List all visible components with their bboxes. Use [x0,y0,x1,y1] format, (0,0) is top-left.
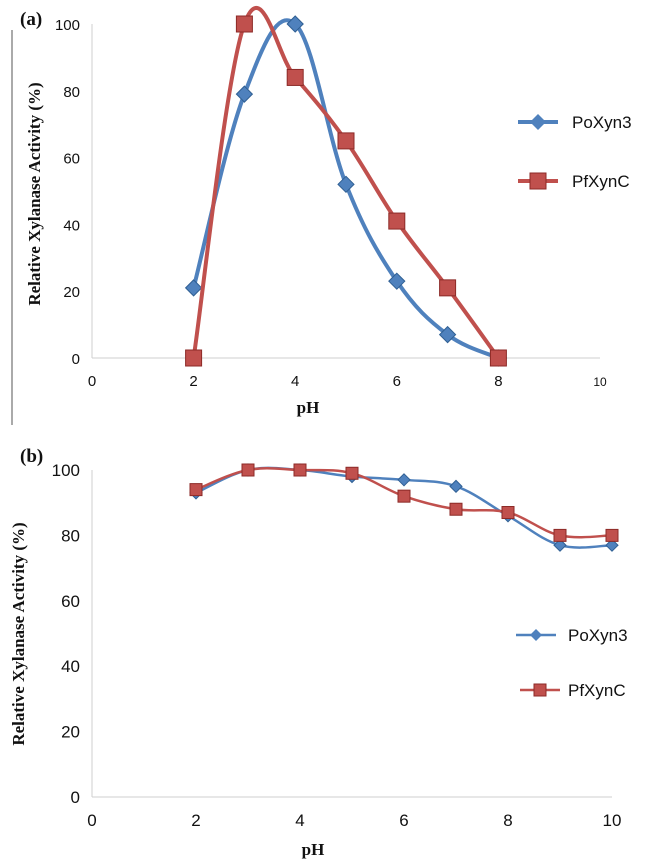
panel-a-series-line-1 [191,18,500,360]
panel-b-data-point [553,528,567,542]
panel-a-x-tick-label: 8 [494,373,502,390]
panel-a-data-point [185,349,203,367]
panel-b-data-point [241,463,255,477]
panel-b-x-tick-label: 10 [603,811,622,830]
panel-b-data-point [605,538,619,552]
panel-a-data-point [286,15,304,33]
panel-a-x-tick-label: 0 [88,373,96,390]
panel-b-data-point [501,506,515,520]
panel-b-x-tick-label: 2 [191,811,200,830]
panel-a-x-tick-label: 4 [291,373,299,390]
panel-b-x-axis-label: pH [302,840,325,859]
panel-a-data-point [235,15,253,33]
panel-b-legend-marker [530,629,542,641]
panel-a-y-tick-label: 100 [55,17,80,34]
panel-b-y-tick-label: 100 [52,461,80,480]
panel-b-label: (b) [20,446,43,467]
panel-a-y-tick-label: 80 [63,84,80,101]
panel-b-y-axis-label: Relative Xylanase Activity (%) [9,522,28,745]
panel-a-data-point [235,85,254,103]
panel-a-y-ticks: 0 20 40 60 80 100 [55,17,80,368]
panel-a-x-tick-label: 6 [393,373,401,390]
panel-b-data-point [605,528,619,542]
panel-b-x-tick-label: 0 [87,811,96,830]
panel-a-data-point [438,325,457,344]
panel-b-y-tick-label: 20 [61,723,80,742]
panel-b-x-tick-label: 8 [503,811,512,830]
panel-a-y-tick-label: 60 [63,151,80,168]
panel-b: (b) Relative Xylanase Activity (%) pH 0 2… [9,446,628,859]
panel-b-legend-label: PfXynC [568,681,626,700]
panel-b-legend: PoXyn3 PfXynC [516,626,628,700]
panel-a-data-point [337,175,355,194]
panel-a-y-tick-label: 20 [63,284,80,301]
panel-b-data-point [449,479,463,494]
panel-b-data-point [345,466,359,480]
panel-a-x-axis-label: pH [297,398,320,417]
panel-a-y-tick-label: 40 [63,217,80,234]
panel-b-data-point [293,463,307,477]
panel-b-x-tick-label: 6 [399,811,408,830]
panel-b-y-tick-label: 80 [61,526,80,545]
panel-b-data-point [553,538,567,552]
panel-a-data-point [388,212,406,230]
panel-a-data-point [184,279,203,297]
panel-a-x-ticks: 0 2 4 6 8 10 [88,373,607,390]
panel-a-y-axis-label: Relative Xylanase Activity (%) [25,82,44,305]
panel-a-x-tick-label: 2 [189,373,197,390]
panel-a-series [184,5,508,367]
panel-b-y-tick-label: 60 [61,592,80,611]
panel-a-data-point [337,132,355,150]
panel-a-legend-marker [530,114,546,130]
panel-b-legend-label: PoXyn3 [568,626,628,645]
panel-a-data-point [489,349,507,367]
panel-a-legend-label: PfXynC [572,172,630,191]
panel-b-data-point [449,502,463,516]
panel-b-y-tick-label: 40 [61,657,80,676]
panel-b-legend-marker [533,683,547,697]
panel-b-data-point [189,483,203,497]
panel-a-label: (a) [20,9,42,30]
panel-a-data-point [439,279,457,297]
panel-a-x-tick-label: 10 [593,375,607,389]
panel-b-data-point [397,489,411,503]
panel-a-legend-marker [529,172,547,190]
panel-a-legend: PoXyn3 PfXynC [518,113,632,191]
panel-b-y-tick-label: 0 [71,788,80,807]
panel-b-series [189,463,619,552]
panel-a-data-point [388,272,406,290]
panel-b-x-ticks: 0 2 4 6 8 10 [87,811,621,830]
panel-a: (a) Relative Xylanase Activity (%) pH 0 2… [11,5,632,425]
panel-b-x-tick-label: 4 [295,811,304,830]
panel-b-y-ticks: 0 20 40 60 80 100 [52,461,80,807]
panel-b-data-point [397,473,411,487]
panel-a-data-point [286,68,304,86]
panel-a-legend-label: PoXyn3 [572,113,632,132]
panel-a-y-tick-label: 0 [72,351,80,368]
